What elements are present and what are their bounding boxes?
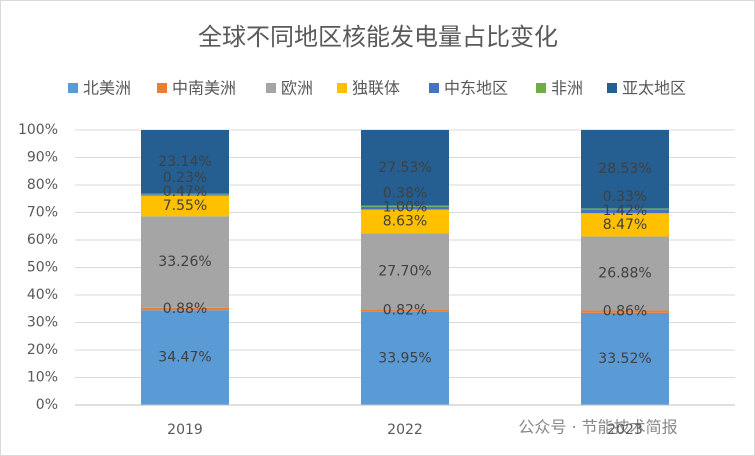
legend-label: 非洲 [551, 79, 583, 98]
y-tick-label: 80% [27, 177, 58, 193]
data-label: 0.47% [163, 184, 207, 200]
y-tick-label: 40% [27, 287, 58, 303]
data-label: 33.52% [598, 351, 651, 367]
data-label: 33.95% [378, 350, 431, 366]
bar-segment [141, 195, 229, 217]
y-tick-label: 50% [27, 260, 58, 276]
bar-segment [361, 233, 449, 310]
y-tick-label: 70% [27, 205, 58, 221]
data-label: 1.42% [603, 203, 647, 219]
bar-segment [361, 311, 449, 405]
bar-segment [141, 310, 229, 405]
data-label: 28.53% [598, 161, 651, 177]
data-label: 27.70% [378, 263, 431, 279]
bar-segment [141, 216, 229, 308]
legend-swatch [337, 83, 347, 93]
chart-title: 全球不同地区核能发电量占比变化 [198, 23, 558, 51]
bar-segment [361, 206, 449, 210]
y-tick-label: 30% [27, 315, 58, 331]
y-tick-label: 0% [36, 397, 58, 413]
data-label: 8.47% [603, 217, 647, 233]
y-tick-label: 10% [27, 370, 58, 386]
bar-segment [581, 310, 669, 313]
legend-swatch [429, 83, 439, 93]
legend-swatch [68, 83, 78, 93]
bar-segment [581, 236, 669, 311]
data-label: 27.53% [378, 160, 431, 176]
legend-label: 中南美洲 [172, 79, 236, 98]
bar-segment [581, 312, 669, 405]
y-tick-label: 60% [27, 232, 58, 248]
data-label: 0.88% [163, 301, 207, 317]
bar-segment [141, 193, 229, 195]
bar-segment [581, 209, 669, 214]
y-tick-label: 90% [27, 150, 58, 166]
legend-label: 北美洲 [83, 79, 131, 98]
data-label: 23.14% [158, 154, 211, 170]
legend-swatch [266, 83, 276, 93]
data-label: 8.63% [383, 213, 427, 229]
bar-segment [361, 209, 449, 234]
data-label: 0.86% [603, 304, 647, 320]
data-label: 34.47% [158, 350, 211, 366]
bar-segment [581, 129, 669, 209]
x-tick-label: 2022 [387, 422, 423, 438]
bar-segment [361, 309, 449, 312]
legend-swatch [157, 83, 167, 93]
data-label: 1.00% [383, 199, 427, 215]
bar-segment [141, 130, 229, 194]
watermark: 公众号 · 节能技术简报 [518, 418, 677, 437]
data-label: 33.26% [158, 254, 211, 270]
data-label: 0.23% [163, 170, 207, 186]
bar-segment [141, 307, 229, 311]
legend-label: 中东地区 [444, 79, 508, 98]
legend-label: 欧洲 [281, 79, 313, 98]
bar-segment [581, 208, 669, 210]
legend-label: 亚太地区 [622, 79, 686, 98]
legend-swatch [536, 83, 546, 93]
legend-swatch [607, 83, 617, 93]
y-tick-label: 100% [18, 122, 58, 138]
data-label: 0.33% [603, 189, 647, 205]
data-label: 26.88% [598, 265, 651, 281]
data-label: 0.82% [383, 303, 427, 319]
legend-label: 独联体 [352, 79, 400, 98]
bar-segment [141, 194, 229, 196]
bar-segment [581, 213, 669, 237]
x-tick-label: 2019 [167, 422, 203, 438]
data-label: 0.38% [383, 185, 427, 201]
bar-segment [361, 205, 449, 207]
x-tick-label: 2023 [607, 422, 643, 438]
y-tick-label: 20% [27, 342, 58, 358]
bar-segment [361, 129, 449, 206]
data-label: 7.55% [163, 198, 207, 214]
